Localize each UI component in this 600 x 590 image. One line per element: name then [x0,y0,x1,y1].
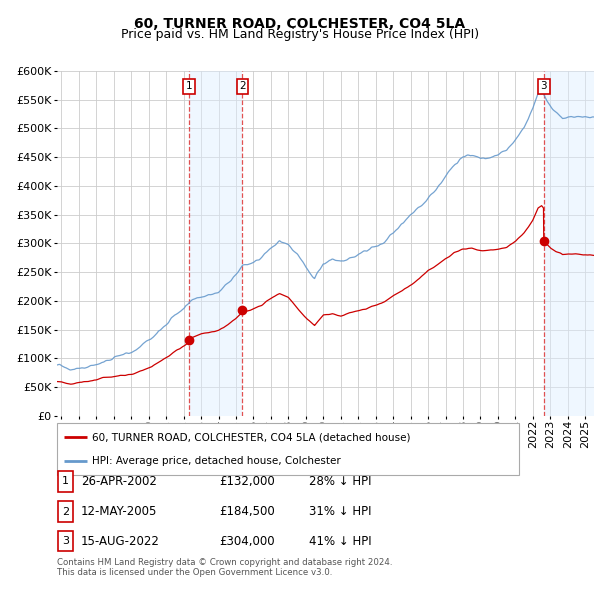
Text: 15-AUG-2022: 15-AUG-2022 [81,535,160,548]
FancyBboxPatch shape [58,471,73,492]
Text: 1: 1 [186,81,193,91]
Text: £184,500: £184,500 [219,505,275,518]
Bar [544,71,594,416]
Text: 12-MAY-2005: 12-MAY-2005 [81,505,157,518]
FancyBboxPatch shape [58,501,73,522]
Text: HPI: Average price, detached house, Colchester: HPI: Average price, detached house, Colc… [92,456,340,466]
Text: Contains HM Land Registry data © Crown copyright and database right 2024.
This d: Contains HM Land Registry data © Crown c… [57,558,392,577]
FancyBboxPatch shape [57,423,519,475]
Text: 60, TURNER ROAD, COLCHESTER, CO4 5LA (detached house): 60, TURNER ROAD, COLCHESTER, CO4 5LA (de… [92,432,410,442]
Text: 60, TURNER ROAD, COLCHESTER, CO4 5LA: 60, TURNER ROAD, COLCHESTER, CO4 5LA [134,17,466,31]
Text: £304,000: £304,000 [219,535,275,548]
Text: 31% ↓ HPI: 31% ↓ HPI [309,505,371,518]
Bar [189,71,242,416]
Text: 41% ↓ HPI: 41% ↓ HPI [309,535,371,548]
Text: Price paid vs. HM Land Registry's House Price Index (HPI): Price paid vs. HM Land Registry's House … [121,28,479,41]
FancyBboxPatch shape [58,530,73,552]
Text: 3: 3 [62,536,69,546]
Text: 1: 1 [62,477,69,486]
Text: £132,000: £132,000 [219,475,275,488]
Text: 2: 2 [62,507,69,516]
Text: 28% ↓ HPI: 28% ↓ HPI [309,475,371,488]
Text: 26-APR-2002: 26-APR-2002 [81,475,157,488]
Text: 2: 2 [239,81,246,91]
Text: 3: 3 [541,81,547,91]
